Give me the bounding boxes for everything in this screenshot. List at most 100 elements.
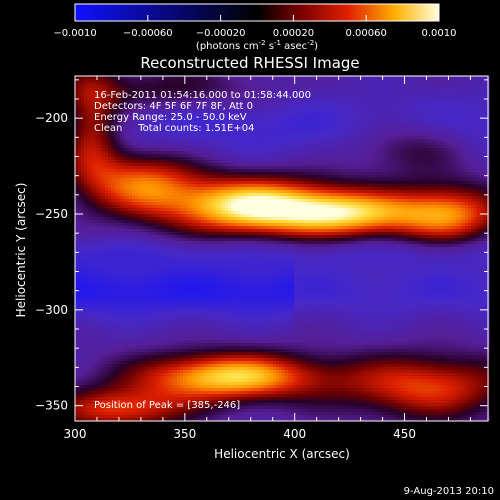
heatmap-cell: [153, 415, 157, 419]
heatmap-cell: [150, 382, 154, 386]
heatmap-cell: [81, 226, 85, 230]
heatmap-cell: [138, 346, 142, 350]
heatmap-cell: [189, 241, 193, 245]
heatmap-cell: [162, 319, 166, 323]
heatmap-cell: [102, 79, 106, 83]
heatmap-cell: [171, 370, 175, 374]
heatmap-cell: [141, 118, 145, 122]
heatmap-cell: [201, 199, 205, 203]
heatmap-cell: [141, 253, 145, 257]
heatmap-cell: [195, 205, 199, 209]
heatmap-cell: [111, 340, 115, 344]
heatmap-cell: [111, 145, 115, 149]
heatmap-cell: [171, 85, 175, 89]
heatmap-cell: [117, 169, 121, 173]
heatmap-cell: [93, 259, 97, 263]
heatmap-cell: [177, 202, 181, 206]
heatmap-cell: [111, 88, 115, 92]
heatmap-cell: [75, 334, 79, 338]
heatmap-cell: [87, 181, 91, 185]
heatmap-cell: [102, 388, 106, 392]
heatmap-cell: [198, 91, 202, 95]
heatmap-cell: [198, 97, 202, 101]
heatmap-cell: [141, 154, 145, 158]
heatmap-cell: [144, 361, 148, 365]
heatmap-cell: [201, 250, 205, 254]
heatmap-cell: [159, 163, 163, 167]
heatmap-cell: [168, 130, 172, 134]
heatmap-cell: [135, 247, 139, 251]
heatmap-cell: [120, 394, 124, 398]
heatmap-cell: [201, 274, 205, 278]
heatmap-cell: [84, 175, 88, 179]
heatmap-cell: [84, 136, 88, 140]
heatmap-cell: [129, 100, 133, 104]
heatmap-cell: [195, 328, 199, 332]
heatmap-cell: [138, 262, 142, 266]
heatmap-cell: [201, 205, 205, 209]
heatmap-cell: [135, 337, 139, 341]
heatmap-cell: [150, 268, 154, 272]
heatmap-cell: [147, 214, 151, 218]
heatmap-cell: [120, 124, 124, 128]
heatmap-cell: [120, 391, 124, 395]
heatmap-cell: [165, 88, 169, 92]
heatmap-cell: [84, 382, 88, 386]
heatmap-cell: [99, 115, 103, 119]
heatmap-cell: [198, 367, 202, 371]
heatmap-cell: [120, 127, 124, 131]
heatmap-cell: [105, 160, 109, 164]
heatmap-cell: [144, 415, 148, 419]
heatmap-cell: [174, 76, 178, 80]
heatmap-cell: [150, 319, 154, 323]
heatmap-cell: [102, 256, 106, 260]
heatmap-cell: [156, 313, 160, 317]
heatmap-cell: [177, 298, 181, 302]
heatmap-cell: [171, 388, 175, 392]
heatmap-cell: [123, 277, 127, 281]
heatmap-cell: [162, 82, 166, 86]
heatmap-cell: [144, 364, 148, 368]
heatmap-cell: [99, 370, 103, 374]
heatmap-cell: [108, 175, 112, 179]
heatmap-cell: [201, 412, 205, 416]
heatmap-cell: [114, 145, 118, 149]
heatmap-cell: [147, 337, 151, 341]
heatmap-cell: [177, 292, 181, 296]
heatmap-cell: [192, 268, 196, 272]
heatmap-cell: [189, 112, 193, 116]
heatmap-cell: [87, 256, 91, 260]
heatmap-cell: [126, 160, 130, 164]
heatmap-cell: [189, 289, 193, 293]
heatmap-cell: [84, 130, 88, 134]
heatmap-cell: [126, 154, 130, 158]
heatmap-cell: [114, 328, 118, 332]
heatmap-cell: [201, 166, 205, 170]
heatmap-cell: [108, 112, 112, 116]
heatmap-cell: [126, 229, 130, 233]
heatmap-cell: [162, 358, 166, 362]
heatmap-cell: [114, 376, 118, 380]
heatmap-cell: [123, 151, 127, 155]
heatmap-cell: [126, 112, 130, 116]
heatmap-cell: [159, 304, 163, 308]
heatmap-cell: [93, 412, 97, 416]
heatmap-cell: [153, 166, 157, 170]
heatmap-cell: [81, 169, 85, 173]
heatmap-cell: [156, 187, 160, 191]
heatmap-cell: [186, 274, 190, 278]
heatmap-cell: [174, 166, 178, 170]
heatmap-cell: [78, 403, 82, 407]
heatmap-cell: [111, 397, 115, 401]
heatmap-cell: [180, 412, 184, 416]
heatmap-cell: [102, 346, 106, 350]
heatmap-cell: [183, 139, 187, 143]
heatmap-cell: [93, 295, 97, 299]
heatmap-cell: [180, 82, 184, 86]
heatmap-cell: [189, 175, 193, 179]
heatmap-cell: [93, 406, 97, 410]
heatmap-cell: [114, 349, 118, 353]
heatmap-cell: [111, 241, 115, 245]
heatmap-cell: [162, 340, 166, 344]
heatmap-cell: [99, 274, 103, 278]
